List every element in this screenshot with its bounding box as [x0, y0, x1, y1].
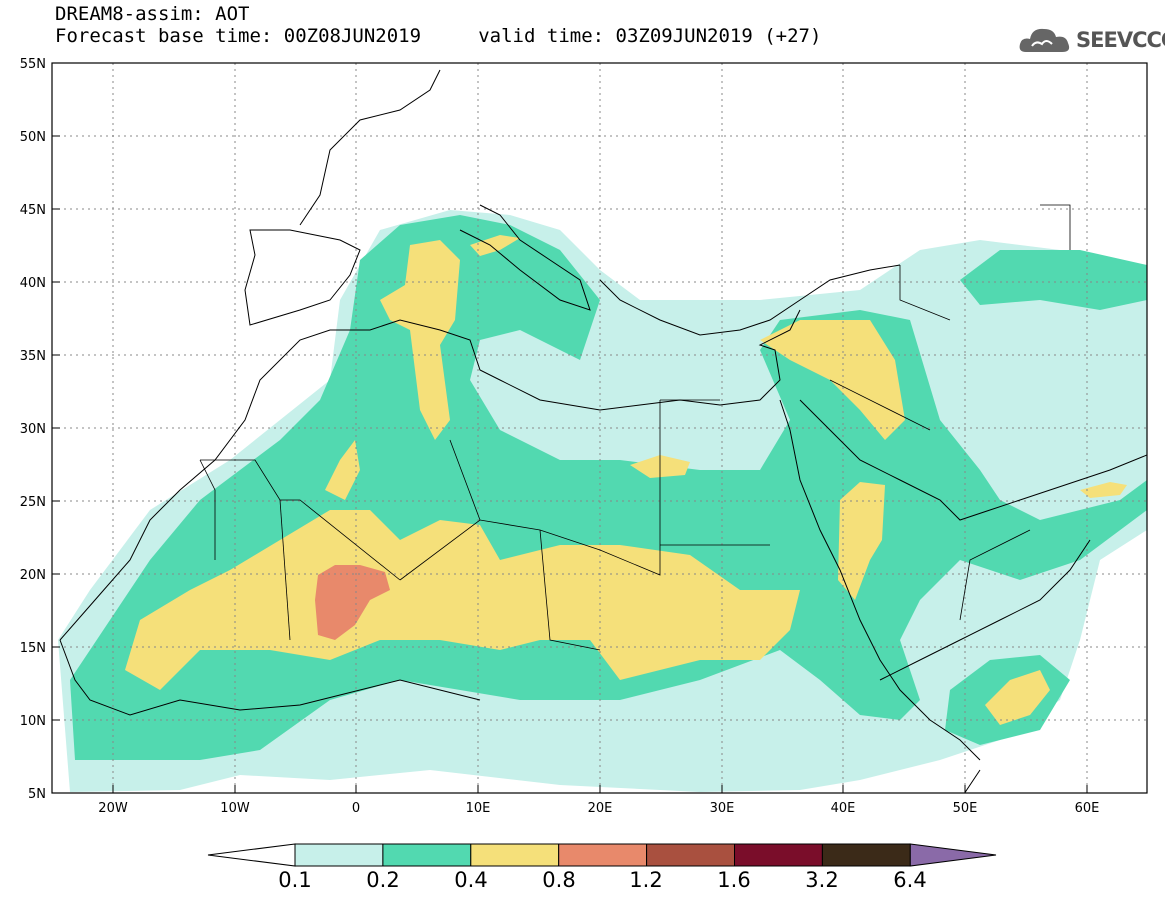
colorbar-label: 0.4 — [454, 868, 488, 892]
lon-label: 20W — [98, 801, 128, 816]
logo-text: SEEVCCC — [1076, 28, 1165, 52]
colorbar-label: 1.6 — [717, 868, 751, 892]
aot-band-0.4 — [838, 482, 885, 600]
lat-label: 15N — [20, 641, 46, 656]
lat-label: 10N — [20, 714, 46, 729]
colorbar-swatch — [821, 843, 911, 867]
coastlines — [59, 69, 1147, 793]
lat-labels: 55N 50N 45N 40N 35N 30N 25N 20N 15N 10N … — [20, 57, 46, 802]
lon-labels: 20W 10W 0 10E 20E 30E 40E 50E 60E — [98, 801, 1099, 816]
lon-label: 40E — [831, 801, 856, 816]
lat-label: 25N — [20, 495, 46, 510]
lat-label: 55N — [20, 57, 46, 72]
lon-label: 10E — [466, 801, 491, 816]
lon-label: 10W — [220, 801, 250, 816]
seevccc-logo: SEEVCCC — [1018, 22, 1165, 58]
map-title: DREAM8-assim: AOT — [55, 3, 250, 25]
colorbar-swatch — [734, 843, 823, 867]
aot-band-0.2 — [960, 250, 1147, 310]
colorbar-label: 6.4 — [893, 868, 927, 892]
lon-label: 0 — [352, 801, 360, 816]
colorbar-swatch — [382, 843, 472, 867]
colorbar-label: 1.2 — [629, 868, 663, 892]
ticks — [52, 135, 1088, 793]
colorbar-swatch — [294, 843, 384, 867]
colorbar-label: 0.8 — [542, 868, 576, 892]
aot-band-0.4 — [760, 320, 905, 440]
colorbar-over-triangle — [909, 843, 997, 867]
aot-band-0.4 — [470, 235, 520, 256]
borders — [199, 204, 1071, 651]
colorbar-label: 3.2 — [805, 868, 839, 892]
lat-label: 5N — [28, 787, 46, 802]
lon-label: 60E — [1075, 801, 1100, 816]
colorbar-swatch — [646, 843, 735, 867]
aot-band-0.8 — [315, 565, 390, 640]
aot-band-0.4 — [325, 440, 360, 500]
aot-band-0.4 — [985, 670, 1050, 725]
map-subtitle: Forecast base time: 00Z08JUN2019 valid t… — [55, 25, 822, 47]
lat-label: 35N — [20, 349, 46, 364]
lat-label: 40N — [20, 276, 46, 291]
lat-label: 50N — [20, 130, 46, 145]
colorbar-under-triangle — [207, 843, 296, 867]
graticule — [52, 63, 1147, 793]
lat-label: 45N — [20, 203, 46, 218]
colorbar-label: 0.1 — [278, 868, 312, 892]
lon-label: 20E — [588, 801, 613, 816]
colorbar — [207, 843, 997, 867]
colorbar-label: 0.2 — [366, 868, 400, 892]
aot-band-0.4 — [125, 510, 800, 690]
cloud-icon — [1019, 28, 1070, 52]
lon-label: 30E — [710, 801, 735, 816]
lon-label: 50E — [953, 801, 978, 816]
aot-band-0.4 — [380, 240, 460, 440]
colorbar-swatch — [558, 843, 648, 867]
aot-band-0.4 — [1080, 482, 1127, 498]
lat-label: 20N — [20, 568, 46, 583]
colorbar-swatch — [470, 843, 560, 867]
lat-label: 30N — [20, 422, 46, 437]
